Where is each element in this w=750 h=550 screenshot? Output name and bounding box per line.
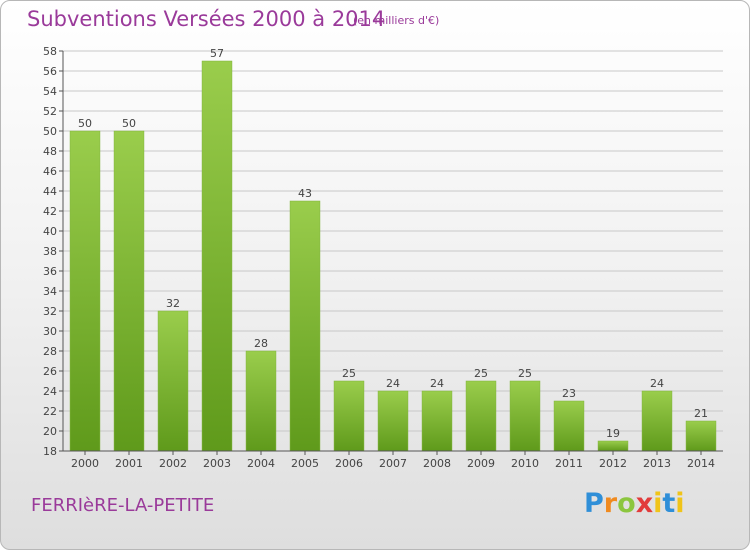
y-tick-label: 20 bbox=[43, 425, 57, 438]
bar-value-label: 32 bbox=[166, 297, 180, 310]
y-tick-label: 58 bbox=[43, 45, 57, 58]
bar-value-label: 19 bbox=[606, 427, 620, 440]
x-tick-label: 2012 bbox=[599, 457, 627, 470]
y-tick-label: 22 bbox=[43, 405, 57, 418]
y-tick-label: 18 bbox=[43, 445, 57, 458]
x-tick-label: 2005 bbox=[291, 457, 319, 470]
bar bbox=[421, 390, 453, 452]
y-tick-label: 32 bbox=[43, 305, 57, 318]
bar bbox=[465, 380, 497, 452]
y-tick-label: 24 bbox=[43, 385, 57, 398]
bar bbox=[201, 60, 233, 452]
x-tick-label: 2011 bbox=[555, 457, 583, 470]
bar-value-label: 24 bbox=[430, 377, 444, 390]
y-tick-label: 44 bbox=[43, 185, 57, 198]
x-tick-label: 2006 bbox=[335, 457, 363, 470]
x-tick-label: 2000 bbox=[71, 457, 99, 470]
bar-value-label: 25 bbox=[474, 367, 488, 380]
y-tick-label: 40 bbox=[43, 225, 57, 238]
bars: 50 50 32 57 28 43 25 24 24 25 25 23 19 24 21 bbox=[69, 47, 717, 452]
x-tick-label: 2014 bbox=[687, 457, 715, 470]
bar-value-label: 21 bbox=[694, 407, 708, 420]
y-tick-label: 42 bbox=[43, 205, 57, 218]
y-tick-label: 50 bbox=[43, 125, 57, 138]
y-tick-label: 54 bbox=[43, 85, 57, 98]
y-tick-label: 48 bbox=[43, 145, 57, 158]
bar-value-label: 28 bbox=[254, 337, 268, 350]
bar bbox=[641, 390, 673, 452]
bar bbox=[245, 350, 277, 452]
y-tick-label: 28 bbox=[43, 345, 57, 358]
bar-value-label: 50 bbox=[122, 117, 136, 130]
bar bbox=[289, 200, 321, 452]
bar-value-label: 57 bbox=[210, 47, 224, 60]
bar bbox=[333, 380, 365, 452]
axes: 18 20 22 24 26 28 30 32 34 36 38 40 42 44 46 48 50 52 54 56… bbox=[43, 45, 723, 470]
y-tick-label: 56 bbox=[43, 65, 57, 78]
x-tick-label: 2007 bbox=[379, 457, 407, 470]
chart-unit-note: (en milliers d'€) bbox=[353, 14, 440, 27]
bar bbox=[509, 380, 541, 452]
y-tick-label: 46 bbox=[43, 165, 57, 178]
bar bbox=[157, 310, 189, 452]
bar-value-label: 25 bbox=[342, 367, 356, 380]
x-tick-label: 2010 bbox=[511, 457, 539, 470]
bar bbox=[597, 440, 629, 452]
bar-value-label: 24 bbox=[386, 377, 400, 390]
x-tick-label: 2001 bbox=[115, 457, 143, 470]
y-tick-label: 52 bbox=[43, 105, 57, 118]
y-tick-label: 36 bbox=[43, 265, 57, 278]
bar bbox=[685, 420, 717, 452]
bar-value-label: 43 bbox=[298, 187, 312, 200]
bar bbox=[553, 400, 585, 452]
bar bbox=[377, 390, 409, 452]
x-tick-label: 2009 bbox=[467, 457, 495, 470]
bar-value-label: 50 bbox=[78, 117, 92, 130]
x-tick-label: 2008 bbox=[423, 457, 451, 470]
bar bbox=[113, 130, 145, 452]
x-tick-label: 2004 bbox=[247, 457, 275, 470]
proxiti-logo: Proxiti bbox=[584, 488, 685, 519]
x-tick-label: 2002 bbox=[159, 457, 187, 470]
commune-name: FERRIèRE-LA-PETITE bbox=[31, 495, 215, 516]
x-tick-label: 2013 bbox=[643, 457, 671, 470]
bar-value-label: 24 bbox=[650, 377, 664, 390]
chart-title: Subventions Versées 2000 à 2014 bbox=[27, 7, 386, 31]
y-tick-label: 26 bbox=[43, 365, 57, 378]
x-tick-label: 2003 bbox=[203, 457, 231, 470]
bar bbox=[69, 130, 101, 452]
bar-value-label: 25 bbox=[518, 367, 532, 380]
y-tick-label: 34 bbox=[43, 285, 57, 298]
y-tick-label: 30 bbox=[43, 325, 57, 338]
bar-value-label: 23 bbox=[562, 387, 576, 400]
y-tick-label: 38 bbox=[43, 245, 57, 258]
